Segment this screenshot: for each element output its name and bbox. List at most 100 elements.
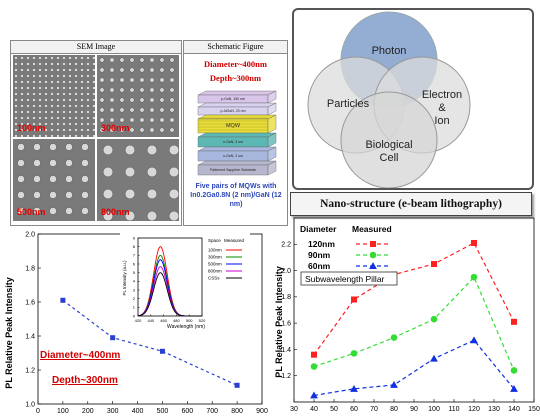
chart3-point-120nm bbox=[431, 261, 437, 267]
sem-image-500nm: 500nm bbox=[13, 139, 95, 221]
sem-image-100nm: 100nm bbox=[13, 55, 95, 137]
svg-text:3: 3 bbox=[133, 287, 136, 292]
chart1-axes: 0 100 200 300 400 500 600 700 800 900 1.0 1.2 1.4 1.6… bbox=[25, 231, 268, 415]
chart1-point bbox=[159, 348, 165, 354]
layer-stack-diagram: p-GaN, 150 nm p-AlGaN, 20 nm MQW n-GaN, 3 u… bbox=[197, 90, 277, 176]
sem-title: SEM Image bbox=[11, 41, 181, 54]
schematic-depth: Depth~300nm bbox=[209, 73, 262, 83]
svg-text:500: 500 bbox=[157, 408, 169, 415]
svg-text:2.0: 2.0 bbox=[281, 268, 291, 275]
inset-legend-label: 800nm bbox=[208, 269, 222, 274]
svg-text:1.6: 1.6 bbox=[25, 299, 35, 306]
svg-text:2.2: 2.2 bbox=[281, 242, 291, 249]
svg-text:480: 480 bbox=[173, 318, 180, 323]
inset-marks bbox=[137, 246, 202, 317]
chart1-annotation-diameter: Diameter~400nm bbox=[40, 350, 120, 361]
chart3-marks bbox=[310, 239, 518, 399]
chart3-line-90nm bbox=[313, 276, 515, 371]
svg-text:5: 5 bbox=[133, 270, 136, 275]
chart3-point-90nm bbox=[430, 315, 438, 323]
svg-text:80: 80 bbox=[390, 406, 398, 413]
inset-axes: 420 440 460 480 500 520 0 1 2 3 4 5 6 7 8 9 bbox=[133, 235, 206, 323]
svg-text:Patterned Sapphire Substrate: Patterned Sapphire Substrate bbox=[210, 168, 256, 172]
schematic-diameter: Diameter~400nm bbox=[204, 59, 267, 69]
schematic-title: Schematic Figure bbox=[184, 41, 287, 54]
chart3-point-90nm bbox=[350, 350, 358, 357]
chart3-point-60nm bbox=[510, 384, 518, 392]
svg-text:1.4: 1.4 bbox=[281, 347, 291, 354]
chart1-series-line bbox=[62, 299, 238, 386]
svg-text:4: 4 bbox=[133, 279, 136, 284]
svg-text:200: 200 bbox=[82, 408, 94, 415]
chart3-point-90nm bbox=[470, 273, 478, 281]
svg-text:1.4: 1.4 bbox=[25, 333, 35, 340]
inset-ylabel: PL Intensity (a.u.) bbox=[122, 260, 127, 296]
svg-text:150: 150 bbox=[528, 406, 540, 413]
chart3-point-120nm bbox=[511, 318, 517, 325]
venn-caption: Nano-structure (e-beam lithography) bbox=[290, 192, 532, 216]
svg-text:6: 6 bbox=[133, 261, 136, 266]
svg-text:1: 1 bbox=[133, 305, 136, 310]
chart1-annotation-depth: Depth~300nm bbox=[52, 375, 118, 386]
chart3-line-60nm bbox=[313, 339, 515, 397]
svg-text:0: 0 bbox=[133, 313, 136, 318]
chart3-legend-label: 90nm bbox=[308, 250, 331, 260]
subwavelength-pillar-chart: 30 40 50 60 70 80 90 100 110 120 130 140 150 1.2 1.4 1.… bbox=[274, 217, 540, 413]
chart3-legend-marker bbox=[370, 241, 376, 247]
inset-legend-label: CSSs bbox=[208, 276, 220, 281]
chart3-legend-title-measured: Measured bbox=[352, 224, 392, 234]
chart1-point bbox=[60, 297, 66, 303]
chart3-annotation-box bbox=[300, 271, 398, 286]
svg-text:u-GaN, 2 um: u-GaN, 2 um bbox=[223, 154, 243, 158]
svg-text:p-AlGaN, 20 nm: p-AlGaN, 20 nm bbox=[220, 109, 245, 113]
svg-text:30: 30 bbox=[290, 406, 298, 413]
venn-diagram: Photon Particles Electron & Ion Biological… bbox=[307, 11, 471, 189]
chart3-legend-title-diameter: Diameter bbox=[300, 224, 337, 234]
svg-text:420: 420 bbox=[135, 318, 142, 323]
sem-label-800nm: 800nm bbox=[101, 207, 130, 217]
sem-label-100nm: 100nm bbox=[17, 123, 46, 133]
sem-label-300nm: 300nm bbox=[101, 123, 130, 133]
chart3-legend-marker bbox=[369, 262, 377, 269]
svg-text:130: 130 bbox=[488, 406, 500, 413]
svg-text:120: 120 bbox=[468, 406, 480, 413]
inset-legend-label: 100nm bbox=[208, 248, 222, 253]
layer-4: u-GaN, 2 um bbox=[197, 146, 277, 162]
chart1-point bbox=[110, 335, 116, 341]
layer-0: p-GaN, 150 nm bbox=[197, 90, 277, 104]
svg-text:MQW: MQW bbox=[226, 123, 241, 129]
sem-image-panel: SEM Image 100nm 300nm 500nm 800nm bbox=[10, 40, 182, 226]
layer-5: Patterned Sapphire Substrate bbox=[197, 160, 277, 176]
chart3-point-120nm bbox=[311, 351, 317, 358]
chart3-ylabel: PL Relative Peak Intensity bbox=[274, 266, 284, 377]
svg-text:Measured: Measured bbox=[224, 238, 245, 243]
svg-text:900: 900 bbox=[256, 408, 268, 415]
svg-text:90: 90 bbox=[410, 406, 418, 413]
inset-xlabel: Wavelength (nm) bbox=[167, 324, 205, 330]
sem-image-300nm: 300nm bbox=[97, 55, 179, 137]
chart3-legend-marker bbox=[369, 251, 377, 259]
svg-text:140: 140 bbox=[508, 406, 520, 413]
svg-text:8: 8 bbox=[133, 244, 136, 249]
chart3-point-120nm bbox=[351, 296, 357, 303]
svg-text:440: 440 bbox=[147, 318, 154, 323]
chart3-point-60nm bbox=[390, 381, 398, 388]
venn-label-electron-ion: Electron & Ion bbox=[422, 89, 462, 127]
chart3-axes: 30 40 50 60 70 80 90 100 110 120 130 140 150 1.2 1.4 1.… bbox=[281, 217, 540, 413]
svg-text:0: 0 bbox=[36, 408, 40, 415]
svg-text:500: 500 bbox=[186, 318, 193, 323]
sem-label-500nm: 500nm bbox=[17, 207, 46, 217]
svg-text:40: 40 bbox=[310, 406, 318, 413]
svg-text:100: 100 bbox=[428, 406, 440, 413]
svg-text:1.6: 1.6 bbox=[281, 320, 291, 327]
svg-text:300: 300 bbox=[107, 408, 119, 415]
pl-vs-spacing-chart: 0 100 200 300 400 500 600 700 800 900 1.0 1.2 1.4 1.6… bbox=[4, 231, 268, 415]
svg-text:2: 2 bbox=[133, 296, 136, 301]
inset-legend-label: 300nm bbox=[208, 255, 222, 260]
venn-label-biological-cell: Biological Cell bbox=[365, 139, 412, 164]
svg-text:1.2: 1.2 bbox=[281, 373, 291, 380]
svg-text:800: 800 bbox=[231, 408, 243, 415]
chart3-point-60nm bbox=[310, 391, 318, 399]
